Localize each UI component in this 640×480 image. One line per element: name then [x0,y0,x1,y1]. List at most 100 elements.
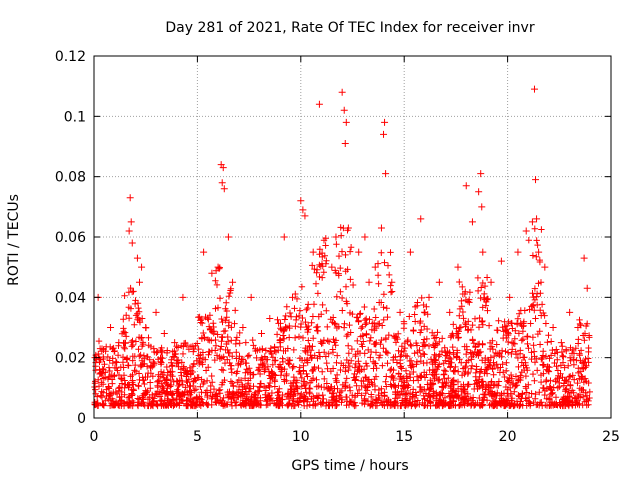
data-point [128,239,136,247]
data-point [142,324,150,331]
data-point [239,324,247,331]
data-point [340,106,348,114]
data-point [229,278,237,286]
data-point [344,224,352,232]
data-point [224,233,232,241]
data-point [258,330,266,338]
dense-roti-cloud [91,224,593,410]
data-point [478,203,486,211]
data-point [583,284,591,292]
data-point [208,269,216,277]
x-tick-label: 10 [292,429,310,445]
data-point [301,212,309,220]
data-point [514,248,522,256]
data-point [219,164,227,172]
data-point [462,182,470,190]
data-point [377,224,385,232]
data-point [315,100,323,108]
y-tick-label: 0.1 [64,109,86,125]
data-point [220,185,228,193]
data-point [371,263,379,271]
data-point [309,248,317,256]
data-point [557,339,565,347]
data-point [566,308,574,316]
data-point [200,248,208,256]
data-point [152,308,160,316]
data-points [91,85,593,410]
data-point [477,170,485,178]
data-point [380,130,388,138]
x-tick-label: 5 [193,429,202,445]
data-point [342,118,350,126]
data-point [365,278,373,286]
data-point [171,339,179,347]
y-tick-label: 0.08 [55,170,86,186]
data-point [381,118,389,126]
x-tick-label: 20 [499,429,517,445]
data-point [115,339,123,347]
data-point [497,257,505,265]
data-point [475,188,483,196]
data-point [126,194,134,202]
data-point [133,254,141,262]
data-point [533,215,541,223]
data-point [297,197,305,205]
data-point [276,339,284,347]
data-point [355,248,363,256]
data-point [574,324,582,331]
data-point [135,278,143,286]
data-point [388,278,396,286]
data-point [541,263,549,271]
data-point [532,176,540,184]
x-tick-label: 0 [90,429,99,445]
data-point [417,215,425,223]
data-point [107,324,115,331]
data-point [446,308,454,316]
data-point [125,227,133,235]
data-point [280,233,288,241]
y-axis-label: ROTI / TECUs [6,194,22,286]
y-tick-label: 0.06 [55,230,86,246]
grid-lines [94,56,611,418]
chart-title: Day 281 of 2021, Rate Of TEC Index for r… [165,20,534,36]
data-point [289,293,297,301]
data-point [189,348,197,356]
data-point [127,218,135,226]
data-point [549,324,557,331]
y-tick-label: 0.02 [55,351,86,367]
data-point [468,218,476,226]
data-point [179,293,187,301]
x-tick-label: 25 [602,429,620,445]
data-point [454,263,462,271]
data-point [580,254,588,262]
x-tick-labels: 0 5 10 15 20 25 [90,429,620,445]
data-point [328,263,336,271]
data-point [266,314,274,322]
data-point [338,88,346,96]
data-point [138,263,146,271]
data-point [247,293,255,301]
data-point [435,278,443,286]
x-tick-label: 15 [395,429,413,445]
data-point [341,139,349,147]
y-tick-labels: 0 0.02 0.04 0.06 0.08 0.1 0.12 [55,49,86,427]
y-tick-label: 0.12 [55,49,86,65]
data-point [214,263,222,271]
data-point [487,278,495,286]
data-point [396,308,404,316]
data-point [425,293,433,301]
data-point [332,233,340,241]
data-point [218,179,226,187]
x-axis-label: GPS time / hours [291,458,408,474]
data-point [98,369,106,377]
y-tick-label: 0.04 [55,290,86,306]
data-point [382,170,390,178]
data-point [528,218,536,226]
data-point [406,248,414,256]
data-point [479,248,487,256]
data-point [522,227,530,235]
y-tick-label: 0 [77,411,86,427]
data-point [299,206,307,214]
data-point [361,233,369,241]
